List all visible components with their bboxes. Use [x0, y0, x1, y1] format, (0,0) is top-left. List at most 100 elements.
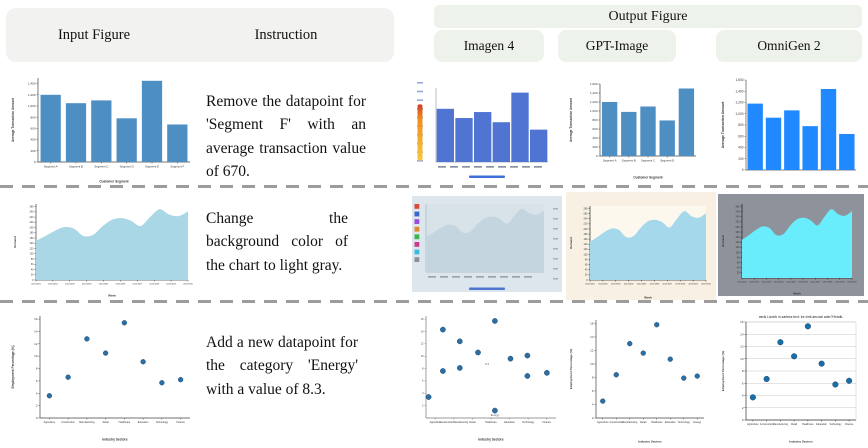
- svg-text:10: 10: [421, 355, 424, 358]
- svg-text:2023-W05: 2023-W05: [637, 284, 647, 286]
- svg-text:2023-W07: 2023-W07: [811, 282, 821, 284]
- svg-text:1,400: 1,400: [590, 91, 598, 95]
- svg-text:100: 100: [584, 253, 589, 256]
- svg-text:2: 2: [592, 416, 594, 420]
- svg-text:260: 260: [30, 211, 35, 214]
- svg-text:100: 100: [30, 253, 35, 256]
- svg-text:180: 180: [30, 232, 35, 235]
- svg-text:2023-W04: 2023-W04: [774, 282, 784, 284]
- svg-text:400: 400: [30, 138, 35, 142]
- svg-text:Customer Segment: Customer Segment: [99, 180, 129, 184]
- svg-text:10: 10: [34, 354, 38, 358]
- svg-text:20: 20: [737, 272, 740, 275]
- svg-text:Average Transaction Amount: Average Transaction Amount: [11, 97, 15, 142]
- svg-text:160: 160: [30, 237, 35, 240]
- svg-text:8: 8: [36, 367, 38, 371]
- imagen4-label: Imagen 4: [463, 38, 515, 53]
- svg-text:Demand: Demand: [13, 236, 17, 248]
- svg-text:1,600: 1,600: [590, 82, 598, 86]
- svg-text:2023-W05: 2023-W05: [786, 282, 796, 284]
- svg-text:400: 400: [592, 136, 597, 140]
- svg-text:2023-W07: 2023-W07: [663, 284, 673, 286]
- imagen4-area-output: [412, 196, 562, 292]
- svg-text:2023-W03: 2023-W03: [762, 282, 772, 284]
- svg-text:4: 4: [36, 391, 38, 395]
- svg-text:Construction: Construction: [610, 421, 624, 424]
- svg-text:Demand: Demand: [721, 235, 725, 247]
- svg-text:2023-W05: 2023-W05: [99, 284, 109, 286]
- svg-text:0: 0: [36, 416, 38, 420]
- svg-text:Segment D: Segment D: [120, 164, 134, 168]
- svg-text:1,200: 1,200: [590, 100, 598, 104]
- svg-text:16: 16: [590, 321, 594, 325]
- svg-text:280: 280: [584, 207, 589, 210]
- model-header-omnigen2: OmniGen 2: [716, 30, 862, 62]
- gpt-image-bar-output: 0 200 400 600 800 1,000 1,200 1,400 1,600 Segment…: [566, 72, 712, 180]
- svg-text:160: 160: [584, 238, 589, 241]
- svg-text:Employment Percentage (%): Employment Percentage (%): [721, 351, 725, 392]
- svg-text:Week: Week: [644, 296, 652, 300]
- input-bar-chart: 0 200 400 600 800 1,000 1,200 1,400 Segment A Seg…: [8, 70, 196, 184]
- svg-text:800: 800: [30, 115, 35, 119]
- svg-text:2023-W03: 2023-W03: [65, 284, 75, 286]
- svg-text:0: 0: [586, 279, 588, 282]
- svg-text:8.3: 8.3: [485, 362, 489, 366]
- svg-text:160: 160: [736, 236, 741, 239]
- svg-text:6: 6: [742, 381, 744, 385]
- svg-text:800: 800: [592, 118, 597, 122]
- svg-text:ConstructionManufacturing: ConstructionManufacturing: [440, 421, 469, 424]
- svg-text:0: 0: [596, 154, 598, 158]
- svg-text:200: 200: [738, 157, 744, 161]
- svg-text:Technology: Technology: [829, 423, 842, 426]
- gpt-image-area-output: 0 20 40 60 80 100 120 140 160 180 200 220 240 260 280 2…: [566, 192, 716, 300]
- svg-text:Manufacturing: Manufacturing: [79, 421, 95, 424]
- svg-text:800: 800: [738, 123, 744, 127]
- svg-text:Segment B: Segment B: [69, 164, 83, 168]
- svg-text:2: 2: [742, 406, 744, 410]
- svg-text:120: 120: [584, 248, 589, 251]
- svg-text:260: 260: [736, 210, 741, 213]
- svg-text:0: 0: [742, 418, 744, 422]
- svg-text:200: 200: [592, 145, 597, 149]
- svg-text:Segment A: Segment A: [603, 158, 617, 162]
- gpt-image-scatter-output: 2 4 6 8 10 12 14 16 Agriculture Construction Manuf…: [566, 306, 716, 444]
- svg-text:1,000: 1,000: [590, 109, 598, 113]
- instruction-row3: Add a new datapoint for the category 'En…: [206, 334, 358, 398]
- svg-text:Segment A: Segment A: [44, 164, 58, 168]
- svg-text:10: 10: [740, 357, 744, 361]
- svg-text:180: 180: [736, 231, 741, 234]
- svg-text:2023-W10: 2023-W10: [183, 284, 193, 286]
- svg-text:220: 220: [584, 223, 589, 226]
- svg-text:2023-W08: 2023-W08: [149, 284, 159, 286]
- svg-text:20: 20: [585, 274, 588, 277]
- omnigen2-area-output: 20 40 60 80 100 120 140 160 180 200 220 240 260 280 20…: [718, 194, 864, 296]
- svg-text:Construction: Construction: [760, 423, 774, 426]
- svg-text:60: 60: [737, 262, 740, 265]
- svg-text:2023-W06: 2023-W06: [650, 284, 660, 286]
- svg-text:16: 16: [421, 318, 424, 321]
- svg-text:20: 20: [31, 274, 34, 277]
- svg-text:Finance: Finance: [542, 421, 551, 424]
- svg-text:Energy: Energy: [491, 413, 500, 417]
- svg-text:4: 4: [422, 392, 424, 395]
- svg-text:Customer Segment: Customer Segment: [633, 176, 663, 180]
- svg-text:Industry Sectors: Industry Sectors: [102, 438, 127, 442]
- svg-text:2023-W08: 2023-W08: [823, 282, 833, 284]
- svg-text:6: 6: [422, 380, 424, 383]
- svg-text:140: 140: [30, 242, 35, 245]
- svg-text:2023-W06: 2023-W06: [116, 284, 126, 286]
- instruction-row1: Remove the datapoint for 'Segment F' wit…: [206, 93, 366, 180]
- svg-text:Average Transaction Amount: Average Transaction Amount: [569, 97, 573, 142]
- svg-text:Energy: Energy: [693, 421, 701, 424]
- svg-text:8: 8: [592, 375, 594, 379]
- svg-text:14: 14: [421, 330, 424, 333]
- svg-text:Segment E: Segment E: [145, 164, 159, 168]
- svg-text:280: 280: [736, 205, 741, 208]
- svg-text:Segment F: Segment F: [170, 164, 184, 168]
- svg-text:2023-W02: 2023-W02: [749, 282, 759, 284]
- svg-text:Demand: Demand: [569, 237, 573, 249]
- svg-text:60: 60: [585, 264, 588, 267]
- svg-text:80: 80: [737, 256, 740, 259]
- svg-text:8: 8: [422, 367, 424, 370]
